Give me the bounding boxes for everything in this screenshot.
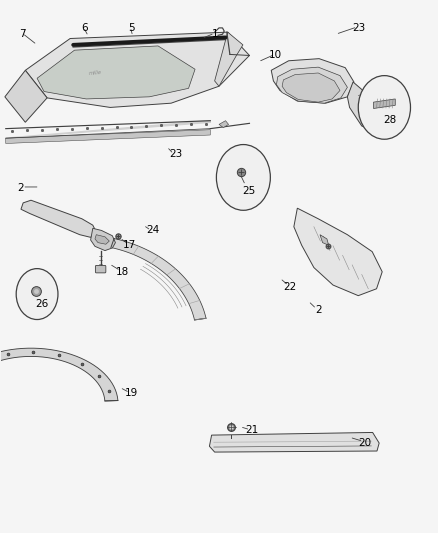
Polygon shape [282,73,340,102]
Polygon shape [111,239,206,320]
Circle shape [16,269,58,319]
Text: 24: 24 [146,225,159,236]
Text: 5: 5 [129,23,135,33]
FancyBboxPatch shape [95,265,106,273]
Polygon shape [21,200,96,237]
Circle shape [216,144,270,211]
Text: 22: 22 [283,281,297,292]
Polygon shape [271,59,354,103]
Text: 23: 23 [169,149,182,159]
Polygon shape [25,32,250,108]
Polygon shape [294,208,382,296]
Polygon shape [6,120,210,138]
Text: 18: 18 [116,267,129,277]
Text: 21: 21 [245,425,258,435]
Polygon shape [219,120,229,127]
Text: 17: 17 [123,240,136,251]
Text: 6: 6 [81,23,88,33]
Text: 2: 2 [17,183,23,193]
Text: 25: 25 [242,186,255,196]
Text: 1: 1 [212,29,218,39]
Circle shape [358,76,410,139]
Polygon shape [6,130,210,143]
Text: 23: 23 [353,23,366,33]
Text: 28: 28 [383,115,396,125]
Polygon shape [320,235,328,245]
Text: 2: 2 [315,305,321,315]
Text: 7: 7 [19,29,25,39]
Polygon shape [374,99,395,109]
Polygon shape [95,235,110,244]
Text: 10: 10 [269,51,282,60]
Text: 26: 26 [35,298,49,309]
Text: mille: mille [88,69,102,76]
Polygon shape [91,228,116,251]
Polygon shape [347,82,382,131]
Polygon shape [209,432,379,452]
Polygon shape [276,67,347,103]
Text: 20: 20 [358,438,371,448]
Polygon shape [5,70,47,122]
Polygon shape [215,32,243,86]
Polygon shape [37,46,195,99]
Polygon shape [0,348,118,401]
Text: 19: 19 [124,387,138,398]
